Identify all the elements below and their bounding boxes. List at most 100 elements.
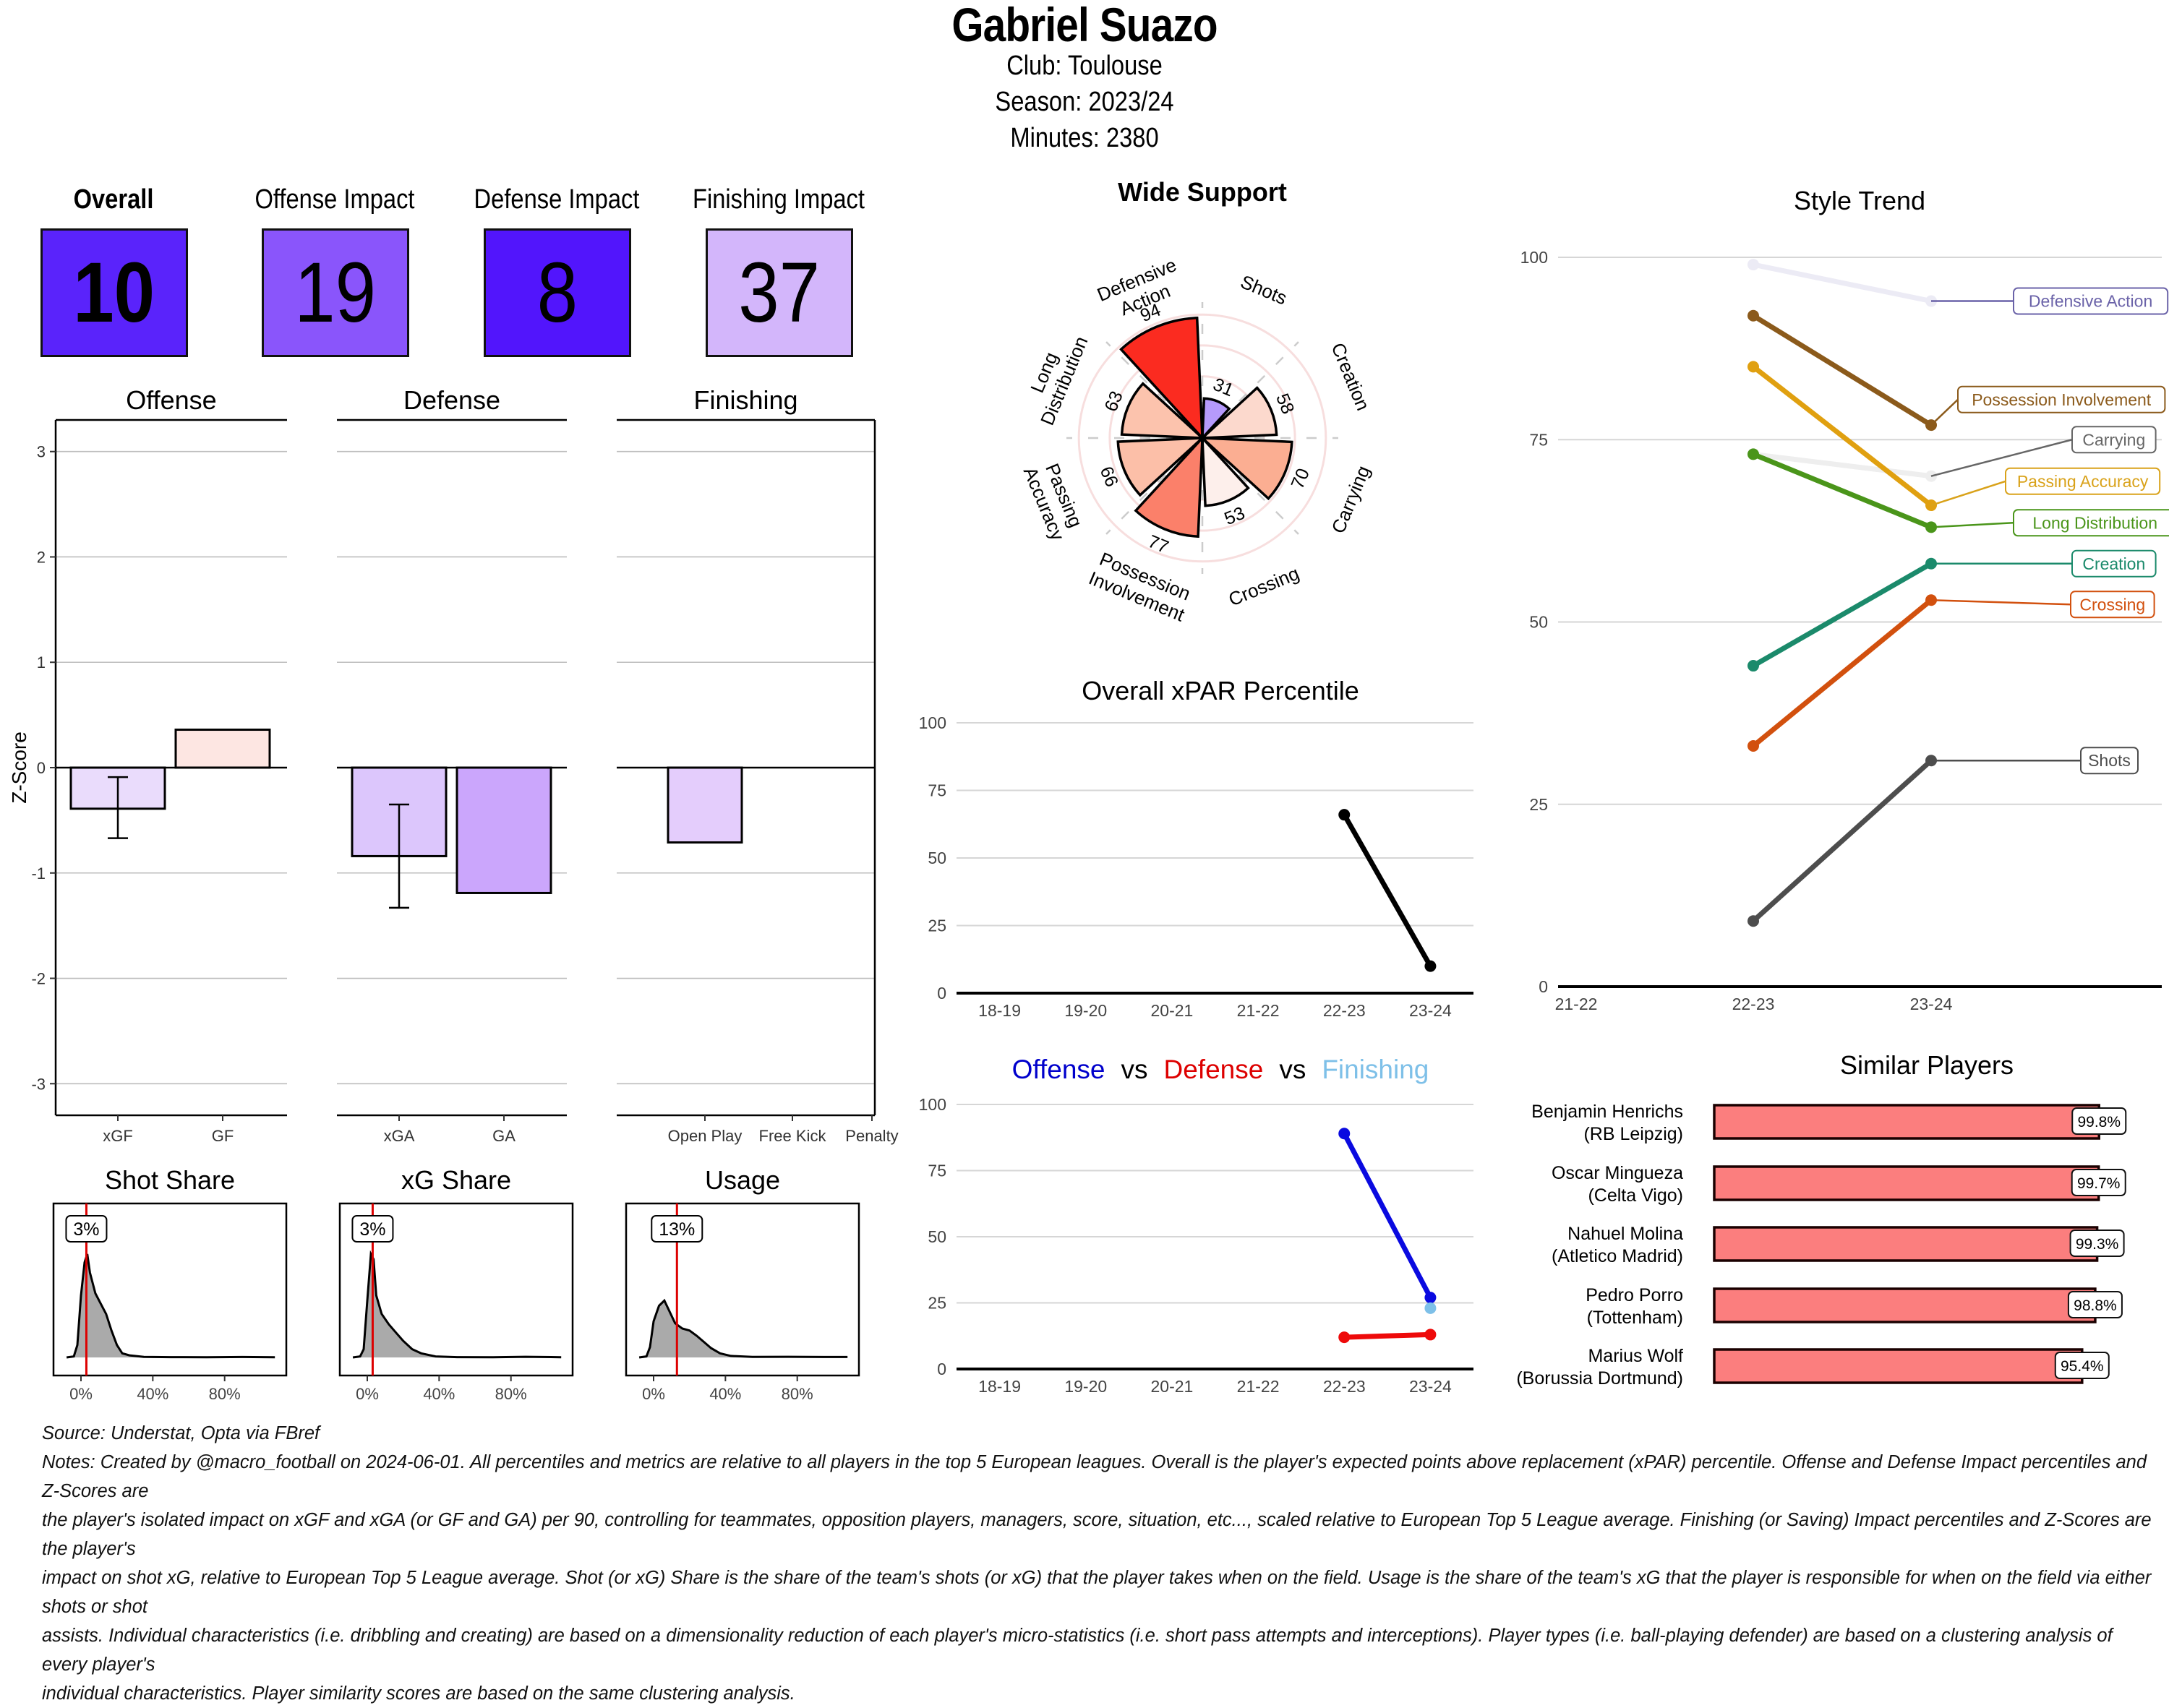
data-point bbox=[1424, 1329, 1437, 1341]
x-tick-label: 21-22 bbox=[1237, 1377, 1280, 1396]
label-box bbox=[2070, 591, 2155, 619]
series-shots bbox=[1747, 755, 1937, 927]
impact-label: Offense Impact bbox=[254, 184, 415, 215]
footer-notes: Source: Understat, Opta via FBref Notes:… bbox=[42, 1419, 2160, 1708]
series-label-defensive-action: Defensive Action bbox=[1931, 287, 2169, 315]
polar-wedge-carrying bbox=[1199, 437, 1293, 501]
similarity-value: 95.4% bbox=[2061, 1358, 2104, 1375]
chart-title: Overall xPAR Percentile bbox=[1082, 676, 1359, 705]
zscore-panel-finishing: Finishing Open Play Free Kick Penalty bbox=[617, 385, 899, 1145]
x-tick-label: 19-20 bbox=[1064, 1001, 1107, 1020]
notes-line-5: individual characteristics. Player simil… bbox=[42, 1683, 795, 1704]
data-point bbox=[1424, 1292, 1437, 1304]
series-line bbox=[1750, 313, 1934, 428]
x-tick-label: 80% bbox=[495, 1385, 527, 1403]
similarity-bar bbox=[1713, 1226, 2099, 1262]
data-point bbox=[1338, 809, 1351, 821]
similar-player-row: 99.8% Benjamin Henrichs(RB Leipzig) bbox=[1531, 1102, 2127, 1144]
series-label: Shots bbox=[2088, 751, 2131, 770]
series-creation bbox=[1747, 557, 1937, 672]
value-label: 13% bbox=[659, 1219, 695, 1240]
player-club: (Tottenham) bbox=[1587, 1308, 1683, 1328]
y-tick-label: 100 bbox=[919, 1095, 946, 1114]
x-tick-label: 40% bbox=[137, 1385, 168, 1403]
chart-title: Wide Support bbox=[1118, 177, 1287, 207]
notes-line-1: Notes: Created by @macro_football on 202… bbox=[42, 1452, 2147, 1501]
panel-title: Offense bbox=[126, 385, 216, 415]
polar-category-label: Carrying bbox=[1327, 463, 1374, 536]
data-point bbox=[1424, 1302, 1437, 1314]
polar-spoke bbox=[1105, 437, 1203, 535]
density-area bbox=[353, 1254, 562, 1357]
impact-label: Finishing Impact bbox=[693, 184, 865, 215]
x-tick-label: GF bbox=[212, 1127, 234, 1145]
style-chart: 0 25 50 75 100 21-22 22-23 23-24 Style Trend Defe… bbox=[1520, 186, 2169, 1013]
polar-value-label: 66 bbox=[1096, 463, 1123, 489]
player-club: (RB Leipzig) bbox=[1583, 1124, 1683, 1144]
density-line bbox=[66, 1253, 275, 1359]
data-point bbox=[1338, 1128, 1351, 1140]
polar-value-label: 70 bbox=[1287, 465, 1314, 492]
y-axis-label: Z-Score bbox=[8, 731, 30, 804]
polar-value-label: 77 bbox=[1145, 531, 1171, 558]
label-connector bbox=[1930, 522, 2014, 528]
similar-player-row: 99.3% Nahuel Molina(Atletico Madrid) bbox=[1552, 1224, 2125, 1266]
x-tick-label: 21-22 bbox=[1237, 1001, 1280, 1020]
similarity-label-box bbox=[2071, 1169, 2126, 1196]
series-line bbox=[1750, 451, 1934, 530]
label-box bbox=[2005, 467, 2161, 495]
density-panel-xg-share: xG Share 3% 0% 40% 80% bbox=[338, 1165, 574, 1403]
player-name: Nahuel Molina bbox=[1567, 1224, 1683, 1244]
x-tick-label: Free Kick bbox=[759, 1127, 827, 1145]
series-label-shots: Shots bbox=[1931, 747, 2139, 775]
x-tick-label: 23-24 bbox=[1910, 995, 1953, 1013]
panel-title: Shot Share bbox=[105, 1165, 235, 1195]
chart-title: Style Trend bbox=[1794, 186, 1925, 215]
impact-value-box: 37 bbox=[706, 228, 853, 357]
density-line bbox=[638, 1298, 848, 1359]
y-tick-label: 100 bbox=[919, 713, 946, 732]
x-tick-label: 0% bbox=[356, 1385, 379, 1403]
value-label-box bbox=[351, 1215, 394, 1243]
y-tick-label: 50 bbox=[928, 849, 946, 867]
y-tick-label: 50 bbox=[928, 1227, 946, 1246]
series-line bbox=[1750, 561, 1934, 669]
y-tick-label: 25 bbox=[1529, 795, 1548, 814]
polar-grid-ring bbox=[1108, 344, 1296, 532]
x-tick-label: 22-23 bbox=[1732, 995, 1775, 1013]
data-point bbox=[1747, 448, 1759, 460]
series-label-creation: Creation bbox=[1931, 549, 2157, 578]
y-tick-label: 75 bbox=[928, 1162, 946, 1180]
impact-value: 8 bbox=[536, 245, 578, 340]
series-xpar bbox=[1338, 809, 1437, 972]
label-box bbox=[2013, 287, 2169, 315]
player-name: Oscar Mingueza bbox=[1552, 1163, 1683, 1183]
similar-player-row: 98.8% Pedro Porro (Tottenham) bbox=[1586, 1285, 2123, 1328]
value-label: 3% bbox=[359, 1219, 385, 1240]
polar-spoke bbox=[1105, 341, 1203, 439]
density-panel-usage: Usage 13% 0% 40% 80% bbox=[625, 1165, 860, 1403]
data-point bbox=[1338, 1331, 1351, 1344]
player-name: Benjamin Henrichs bbox=[1531, 1102, 1683, 1122]
value-label-box bbox=[651, 1215, 703, 1243]
impact-value: 10 bbox=[73, 245, 155, 340]
panel-title: Usage bbox=[705, 1165, 780, 1195]
ovd-chart: 0 25 50 75 100 18-19 19-20 20-21 21-22 22-23 23-24… bbox=[919, 1055, 1473, 1396]
polar-wedge-long-distribution bbox=[1120, 382, 1206, 439]
impact-value-box: 8 bbox=[484, 228, 631, 357]
similarity-value: 99.7% bbox=[2077, 1175, 2121, 1192]
data-point bbox=[1747, 309, 1759, 322]
similarity-bar bbox=[1713, 1287, 2097, 1323]
series-label-possession-involvement: Possession Involvement bbox=[1930, 385, 2166, 426]
series-crossing bbox=[1747, 594, 1937, 752]
polar-value-label: 53 bbox=[1221, 503, 1247, 530]
y-tick-label: -3 bbox=[31, 1075, 46, 1093]
similar-player-row: 95.4% Marius Wolf(Borussia Dortmund) bbox=[1516, 1346, 2110, 1389]
label-connector bbox=[1930, 480, 2006, 507]
bar-gf bbox=[174, 729, 271, 769]
bar-ga bbox=[455, 766, 552, 894]
panel-title: xG Share bbox=[401, 1165, 511, 1195]
data-point bbox=[1747, 740, 1759, 752]
x-tick-label: 80% bbox=[209, 1385, 241, 1403]
